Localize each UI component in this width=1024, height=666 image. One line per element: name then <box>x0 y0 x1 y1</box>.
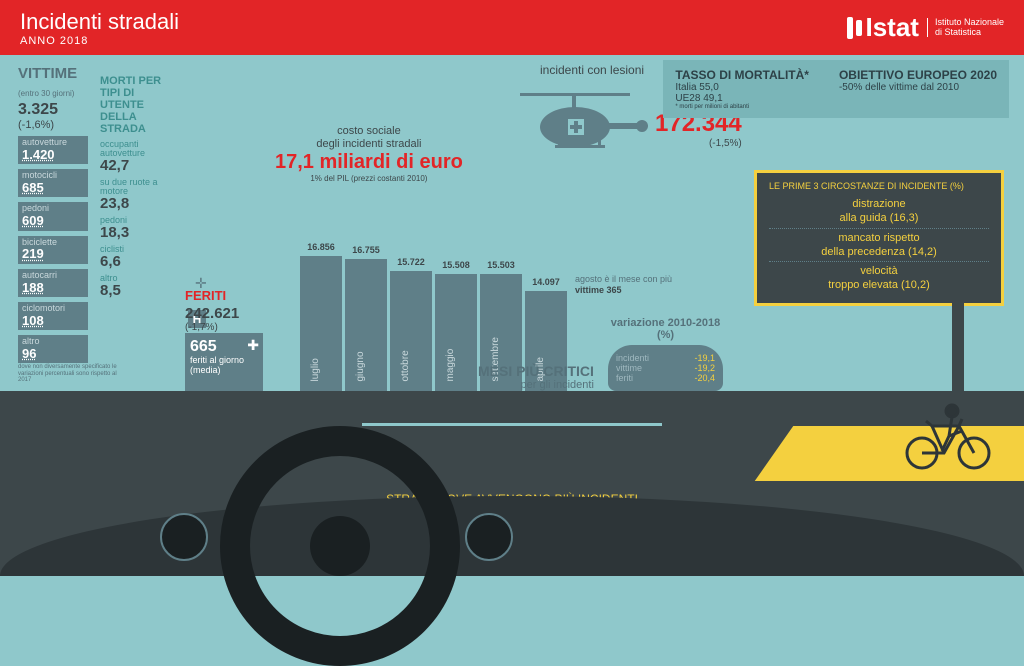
page-title: Incidenti stradali <box>20 9 179 35</box>
injured-block: FERITI 242.621 (-1,7%) <box>185 287 239 333</box>
month-bar: 16.755giugno <box>345 259 387 391</box>
victim-bar: motocicli685 <box>18 169 88 197</box>
victims-column: VITTIME (entro 30 giorni) 3.325 (-1,6%) … <box>18 65 88 363</box>
helicopter-icon <box>510 85 650 165</box>
deaths-by-type: MORTI PER TIPI DI UTENTE DELLA STRADA oc… <box>100 75 175 298</box>
month-bar: 15.722ottobre <box>390 271 432 391</box>
footnote: dove non diversamente specificato le var… <box>18 364 118 384</box>
death-type-item: ciclisti6,6 <box>100 245 175 269</box>
victim-bar: pedoni609 <box>18 202 88 230</box>
variation-row: incidenti-19,1 <box>616 353 715 363</box>
social-cost: costo sociale degli incidenti stradali 1… <box>275 125 463 183</box>
injuries-label: incidenti con lesioni <box>540 63 644 77</box>
steering-wheel-icon <box>220 426 460 666</box>
bicycle-icon <box>904 401 994 476</box>
victim-bar: ciclomotori108 <box>18 302 88 330</box>
billboard: LE PRIME 3 CIRCOSTANZE DI INCIDENTE (%) … <box>754 170 1004 306</box>
variation-row: feriti-20,4 <box>616 373 715 383</box>
months-note: agosto è il mese con più vittime 365 <box>575 274 672 296</box>
death-type-item: occupanti autovetture42,7 <box>100 140 175 173</box>
victim-bar: altro96 <box>18 335 88 363</box>
top-right-stats: TASSO DI MORTALITÀ* Italia 55,0 UE28 49,… <box>663 60 1009 118</box>
month-bar: 16.856luglio <box>300 256 342 391</box>
victim-bar: autocarri188 <box>18 269 88 297</box>
death-type-item: pedoni18,3 <box>100 216 175 240</box>
months-label: MESI PIÙ CRITICI per gli incidenti <box>478 363 594 391</box>
variation-car: variazione 2010-2018 (%) incidenti-19,1v… <box>608 317 723 391</box>
header: Incidenti stradali ANNO 2018 Istat Istit… <box>0 0 1024 55</box>
istat-logo: Istat Istituto Nazionaledi Statistica <box>847 12 1004 43</box>
page-year: ANNO 2018 <box>20 35 179 47</box>
month-bar: 15.508maggio <box>435 274 477 391</box>
victim-bar: autovetture1.420 <box>18 136 88 164</box>
hospital-box: ✚ 665 feriti al giorno (media) <box>185 333 263 393</box>
death-type-item: altro8,5 <box>100 274 175 298</box>
billboard-pole <box>952 287 964 397</box>
gauge-icon <box>465 513 513 561</box>
victim-bar: biciclette219 <box>18 236 88 264</box>
variation-row: vittime-19,2 <box>616 363 715 373</box>
death-type-item: su due ruote a motore23,8 <box>100 178 175 211</box>
cross-icon: ✚ <box>247 337 259 354</box>
gauge-icon <box>160 513 208 561</box>
